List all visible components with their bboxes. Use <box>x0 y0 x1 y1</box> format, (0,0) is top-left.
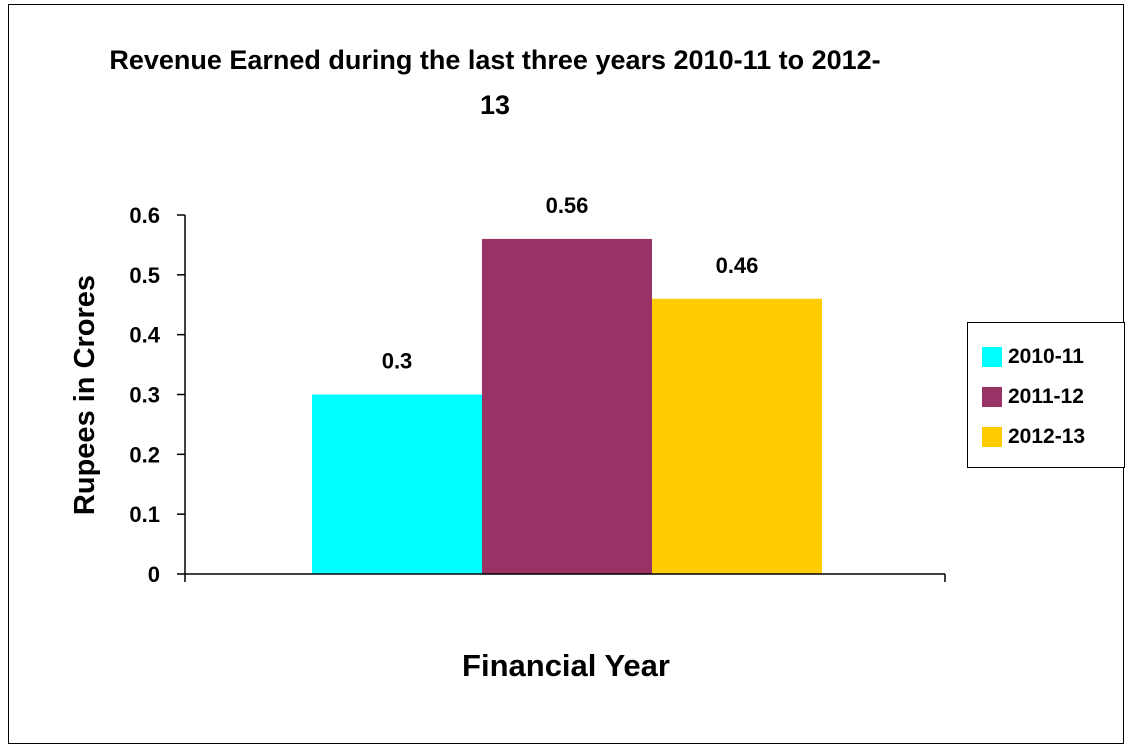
legend-swatch <box>982 387 1002 407</box>
y-tick-label: 0.5 <box>129 263 160 288</box>
legend-item: 2011-12 <box>982 377 1124 417</box>
legend-label: 2010-11 <box>1008 345 1084 368</box>
legend-item: 2010-11 <box>982 337 1124 377</box>
y-tick-label: 0 <box>148 562 160 587</box>
bars-layer <box>312 238 822 574</box>
data-label: 0.3 <box>382 349 413 374</box>
y-tick-label: 0.2 <box>129 442 160 467</box>
x-axis-label: Financial Year <box>462 648 670 683</box>
chart-title: Revenue Earned during the last three yea… <box>109 45 881 120</box>
data-label: 0.46 <box>716 253 759 278</box>
legend-item: 2012-13 <box>982 417 1124 457</box>
y-tick-label: 0.4 <box>129 323 160 348</box>
y-tick-label: 0.3 <box>129 383 160 408</box>
bar-2011-12 <box>482 238 652 574</box>
legend-label: 2012-13 <box>1008 425 1086 448</box>
legend-swatch <box>982 347 1002 367</box>
legend: 2010-11 2011-12 2012-13 <box>967 322 1125 468</box>
bar-2010-11 <box>312 394 482 574</box>
y-tick-label: 0.1 <box>129 502 160 527</box>
bar-2012-13 <box>652 298 822 574</box>
legend-swatch <box>982 427 1002 447</box>
data-label: 0.56 <box>546 193 589 218</box>
labels-layer: 0.3 0.56 0.46 0 0.1 0.2 0.3 0.4 0.5 0.6 Rupees in … <box>69 193 758 683</box>
legend-label: 2011-12 <box>1008 385 1084 408</box>
y-axis-label: Rupees in Crores <box>69 275 101 515</box>
axes-layer <box>177 214 946 582</box>
y-tick-label: 0.6 <box>129 203 160 228</box>
